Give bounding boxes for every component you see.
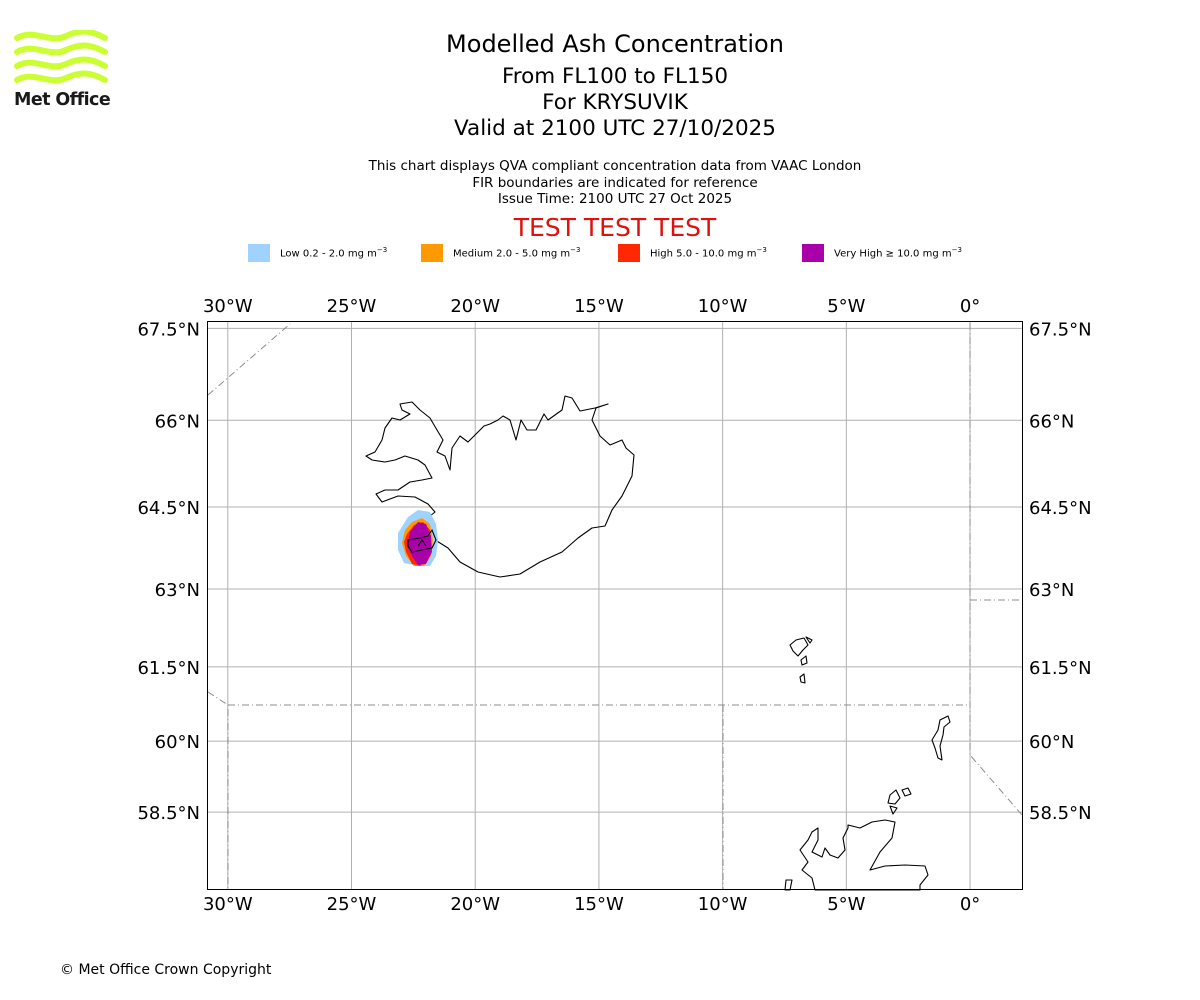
legend-unit-low: −3 <box>376 246 388 254</box>
reykjanes-detail <box>407 528 437 553</box>
lat-label-right: 67.5°N <box>1029 319 1092 340</box>
lon-label-top: 15°W <box>574 296 624 317</box>
lat-label-right: 63°N <box>1029 580 1074 601</box>
lat-label-right: 58.5°N <box>1029 803 1092 824</box>
lon-label-bottom: 5°W <box>827 894 865 915</box>
lat-label-right: 60°N <box>1029 732 1074 753</box>
lon-label-bottom: 20°W <box>450 894 500 915</box>
lat-label-left: 60°N <box>155 732 200 753</box>
lon-label-top: 5°W <box>827 296 865 317</box>
fir-boundary-nw <box>207 323 291 396</box>
lon-label-top: 20°W <box>450 296 500 317</box>
fir-boundary-west <box>207 691 229 890</box>
legend-unit-high: −3 <box>756 246 767 254</box>
lon-label-bottom: 15°W <box>574 894 624 915</box>
lat-label-left: 58.5°N <box>137 803 200 824</box>
volcano-name: For KRYSUVIK <box>542 90 688 115</box>
legend-unit-medium: −3 <box>570 246 581 254</box>
lat-label-right: 66°N <box>1029 411 1074 432</box>
fir-boundary-0 <box>969 323 1023 816</box>
volcano-marker-icon <box>417 539 427 547</box>
lat-label-right: 64.5°N <box>1029 498 1092 519</box>
orkney-islands <box>887 787 912 815</box>
lat-label-left: 64.5°N <box>137 498 200 519</box>
test-banner: TEST TEST TEST <box>513 213 717 242</box>
legend-label-very-high: Very High ≥ 10.0 mg m <box>834 248 952 260</box>
lat-label-left: 67.5°N <box>137 319 200 340</box>
lon-label-bottom: 10°W <box>698 894 748 915</box>
fir-note: FIR boundaries are indicated for referen… <box>472 175 758 191</box>
legend-swatch-medium <box>421 244 443 262</box>
legend-unit-very-high: −3 <box>951 246 962 254</box>
lon-label-top: 30°W <box>203 296 253 317</box>
copyright: © Met Office Crown Copyright <box>60 962 272 978</box>
map-frame <box>207 321 1023 890</box>
axis-labels: 30°W 30°W 25°W 25°W 20°W 20°W 15°W 15°W 10°W 10°W… <box>137 296 1091 915</box>
legend-swatch-low <box>248 244 270 262</box>
lon-label-bottom: 25°W <box>327 894 377 915</box>
lat-label-right: 61.5°N <box>1029 658 1092 679</box>
iceland-coast <box>365 395 635 578</box>
reykjanes-coast <box>407 528 437 553</box>
shetland-islands <box>931 715 951 761</box>
graticule <box>208 322 1022 889</box>
logo-text: Met Office <box>14 90 111 110</box>
flight-levels: From FL100 to FL150 <box>501 64 729 89</box>
lon-label-bottom: 0° <box>960 894 980 915</box>
lat-label-left: 66°N <box>155 411 200 432</box>
legend-swatch-high <box>618 244 640 262</box>
lat-label-left: 63°N <box>155 580 200 601</box>
faroe-islands <box>789 636 813 684</box>
legend-label-low: Low 0.2 - 2.0 mg m <box>280 248 377 260</box>
lon-label-top: 10°W <box>698 296 748 317</box>
lon-label-bottom: 30°W <box>203 894 253 915</box>
valid-time: Valid at 2100 UTC 27/10/2025 <box>453 116 776 141</box>
lon-label-top: 0° <box>960 296 980 317</box>
chart-title: Modelled Ash Concentration <box>446 30 784 58</box>
met-office-wave-icon <box>14 28 108 84</box>
lon-label-top: 25°W <box>327 296 377 317</box>
legend-label-medium: Medium 2.0 - 5.0 mg m <box>453 248 571 260</box>
fir-boundaries <box>207 323 1023 890</box>
scotland-coast <box>784 819 929 891</box>
legend-swatch-very-high <box>802 244 824 262</box>
issue-time: Issue Time: 2100 UTC 27 Oct 2025 <box>497 191 733 207</box>
description-line: This chart displays QVA compliant concen… <box>368 158 862 174</box>
met-office-logo: Met Office <box>14 28 111 112</box>
lat-label-left: 61.5°N <box>137 658 200 679</box>
legend-label-high: High 5.0 - 10.0 mg m <box>650 248 757 260</box>
coastlines <box>365 395 951 891</box>
